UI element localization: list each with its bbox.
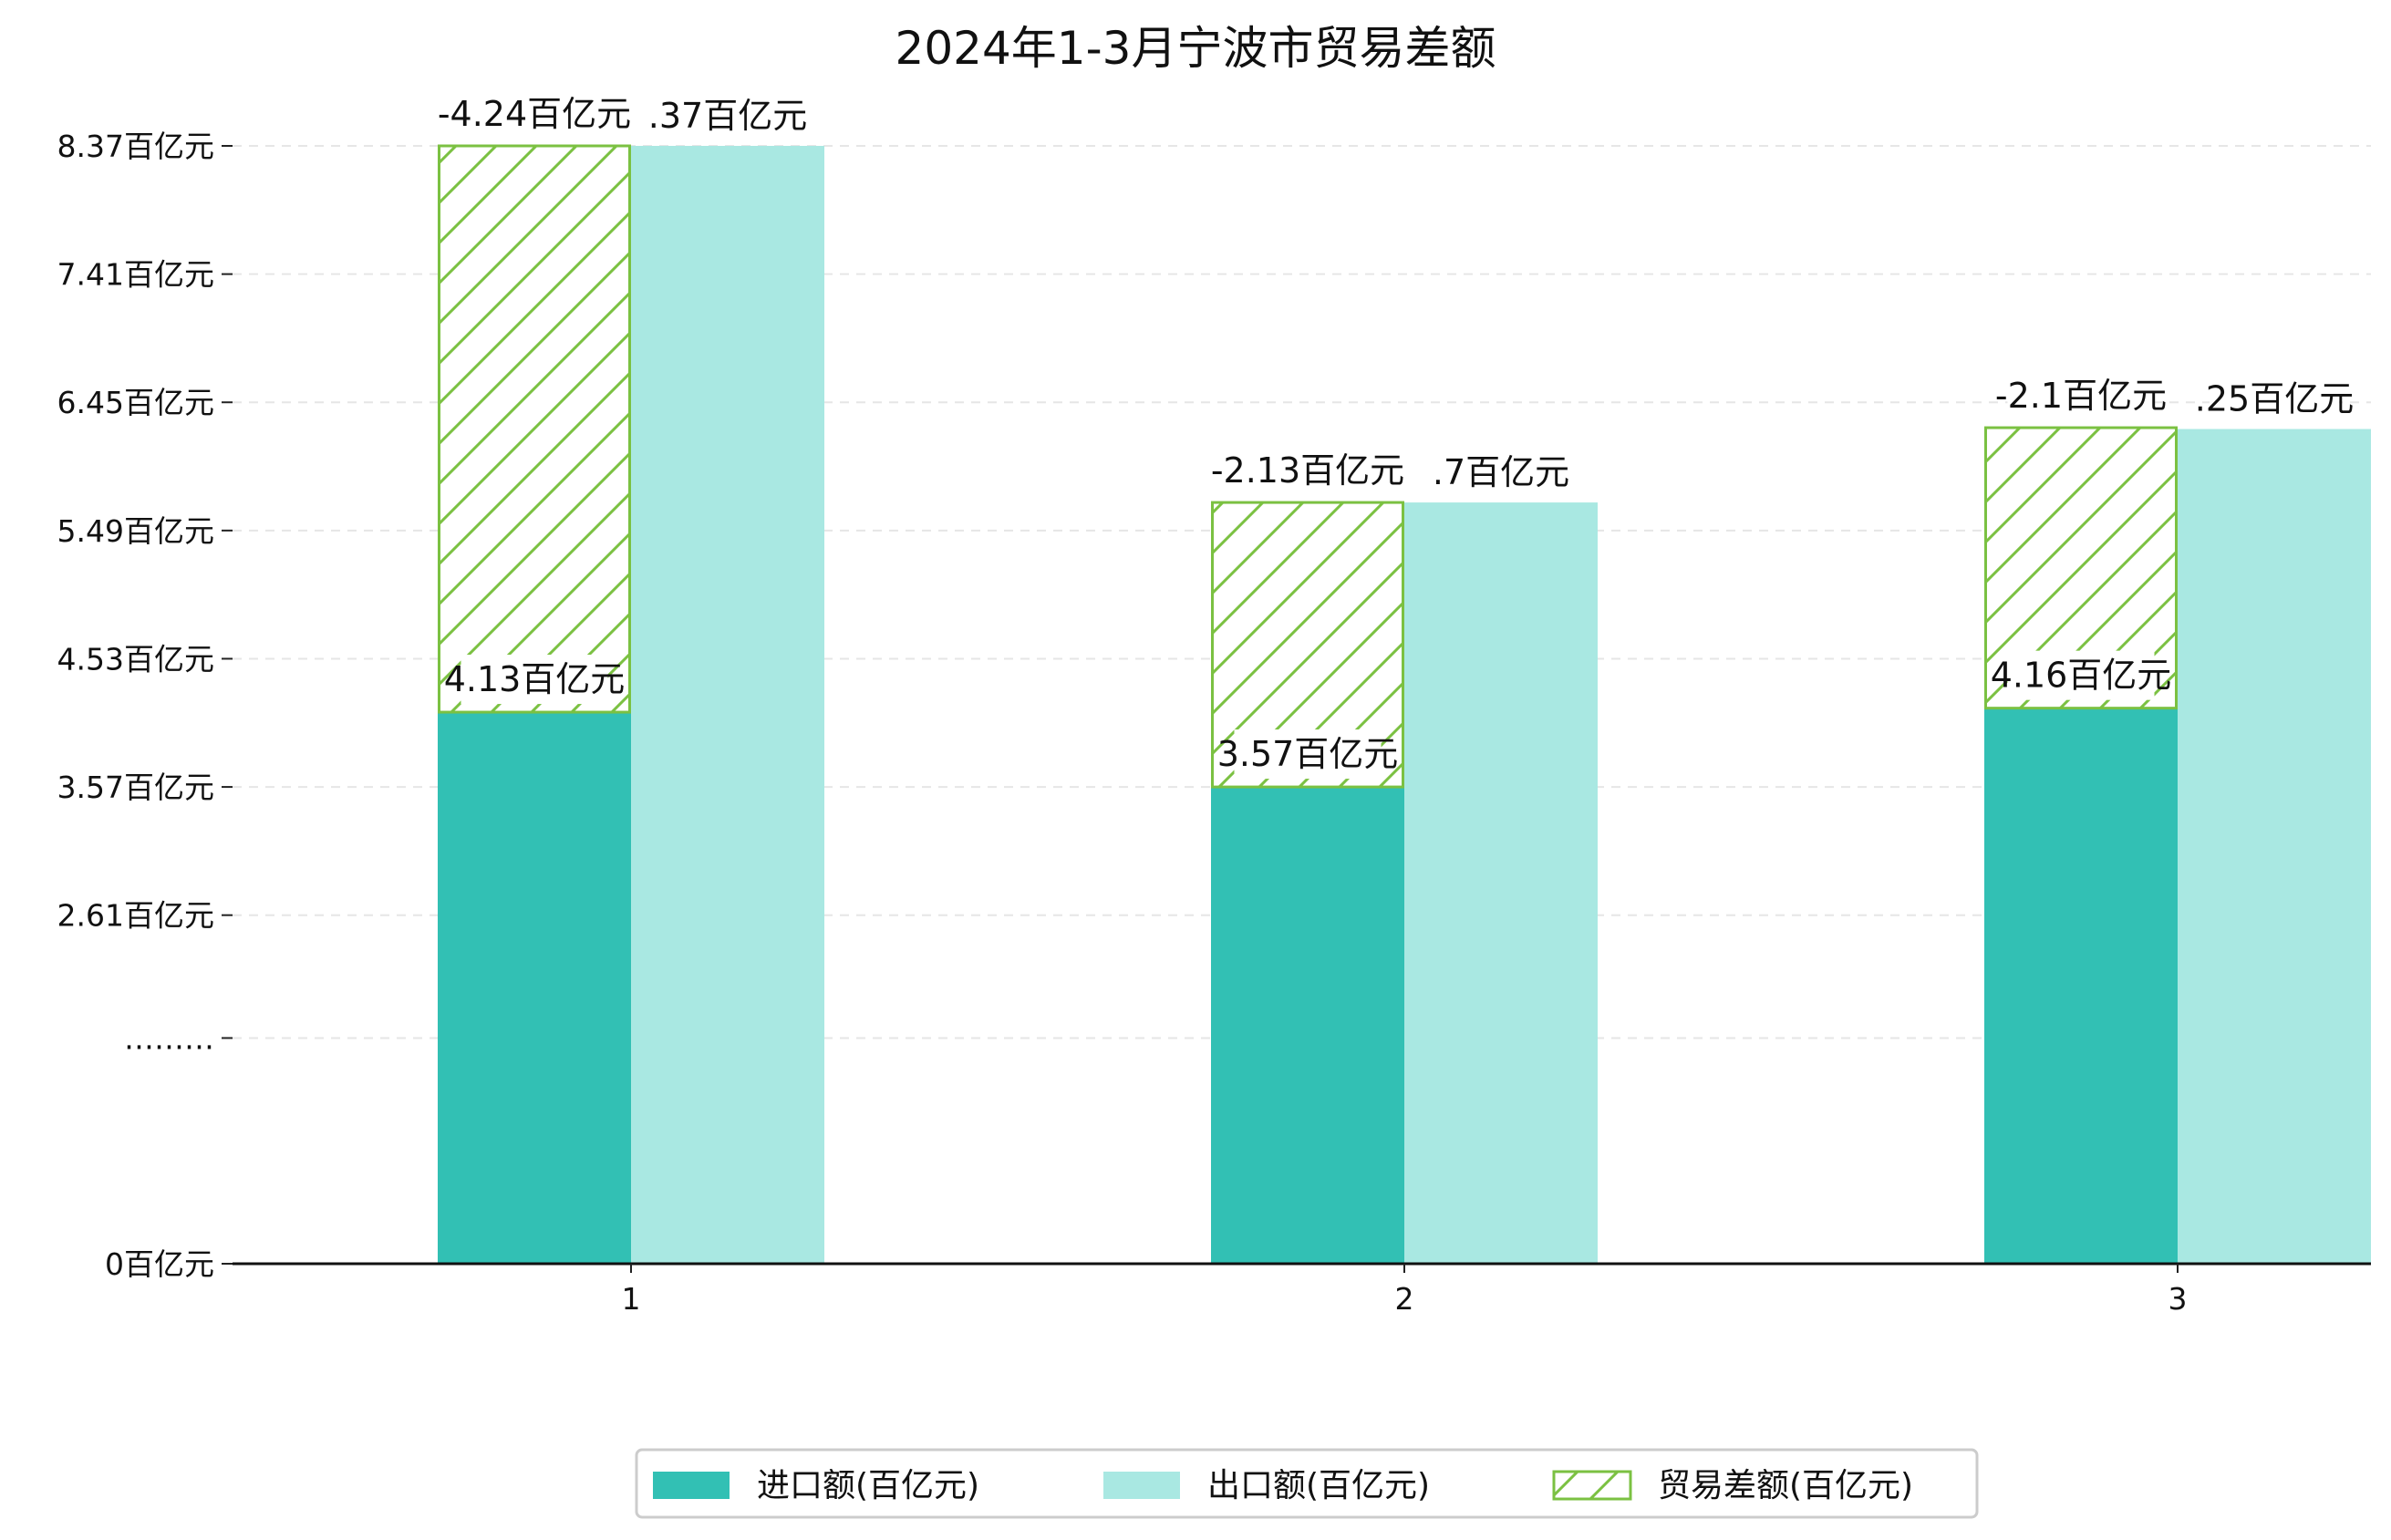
legend-trade-balance: 贸易差额(百亿元) [1552, 1467, 1913, 1504]
trade-balance-value-label: -2.1百亿元 [1995, 371, 2167, 421]
import-value-label: 4.16百亿元 [1991, 650, 2172, 700]
export-bar [631, 146, 824, 1264]
y-tick-label: 2.61百亿元 [57, 898, 214, 934]
y-tick-label: 0百亿元 [105, 1246, 214, 1282]
chart-title: 2024年1-3月宁波市贸易差额 [895, 22, 1496, 75]
import-value-label-text: 4.13百亿元 [444, 659, 626, 699]
import-bar [1984, 708, 2178, 1264]
y-tick-label: 4.53百亿元 [57, 641, 214, 677]
y-tick-label: ……… [124, 1020, 214, 1056]
bars [438, 144, 2371, 1264]
data-label-bg [2007, 371, 2155, 421]
export-value-label: .7百亿元 [1433, 448, 1569, 498]
legend-box: 进口额(百亿元) 出口额(百亿元) 贸易差额(百亿元) [635, 1448, 1979, 1519]
export-value-label-text: .37百亿元 [648, 96, 807, 136]
legend-export-swatch [1103, 1472, 1180, 1499]
trade-balance-value-label-text: -2.13百亿元 [1211, 450, 1404, 491]
export-value-label-text: .7百亿元 [1433, 452, 1569, 492]
legend-trade-balance-swatch [1552, 1470, 1632, 1501]
legend-export-label: 出口额(百亿元) [1207, 1467, 1430, 1504]
export-bar [2178, 429, 2371, 1264]
import-value-label-text: 4.16百亿元 [1991, 656, 2172, 696]
data-label-bg [461, 655, 608, 705]
data-labels: 4.13百亿元 .37百亿元 -4.24百亿元 3.57百亿元 .7百亿元 -2.13百亿… [438, 89, 2354, 780]
trade-balance-bar [438, 144, 631, 714]
legend-export: 出口额(百亿元) [1103, 1467, 1430, 1504]
legend: 进口额(百亿元) 出口额(百亿元) 贸易差额(百亿元) [635, 1448, 1979, 1519]
data-label-bg [663, 91, 792, 140]
import-value-label-text: 3.57百亿元 [1217, 734, 1399, 774]
x-tick-label: 3 [2168, 1281, 2188, 1317]
y-tick-label: 3.57百亿元 [57, 770, 214, 805]
y-tick-label: 6.45百亿元 [57, 385, 214, 420]
legend-import: 进口额(百亿元) [653, 1467, 979, 1504]
export-value-label: .25百亿元 [2195, 374, 2354, 424]
data-label-bg [1444, 448, 1558, 498]
legend-trade-balance-label: 贸易差额(百亿元) [1658, 1467, 1913, 1504]
trade-balance-value-label-text: -2.1百亿元 [1995, 376, 2167, 416]
trade-balance-value-label: -4.24百亿元 [438, 89, 631, 139]
import-value-label: 3.57百亿元 [1217, 729, 1399, 780]
legend-import-label: 进口额(百亿元) [757, 1467, 979, 1504]
import-bar [438, 712, 631, 1264]
data-label-bg [1226, 446, 1390, 496]
export-value-label: .37百亿元 [648, 91, 807, 140]
y-tick-label: 8.37百亿元 [57, 129, 214, 164]
axes: 0百亿元 ……… 2.61百亿元 3.57百亿元 4.53百亿元 5.49百亿元 6.45百… [57, 129, 2371, 1317]
data-label-bg [452, 89, 616, 139]
x-tick-label: 2 [1395, 1281, 1414, 1317]
trade-balance-value-label: -2.13百亿元 [1211, 446, 1404, 496]
y-tick-label: 7.41百亿元 [57, 257, 214, 293]
data-label-bg [1234, 729, 1382, 780]
trade-balance-value-label-text: -4.24百亿元 [438, 94, 631, 134]
import-bar [1211, 787, 1404, 1264]
export-bar [1404, 502, 1598, 1264]
x-tick-label: 1 [622, 1281, 641, 1317]
y-tick-label: 5.49百亿元 [57, 513, 214, 549]
export-value-label-text: .25百亿元 [2195, 379, 2354, 419]
data-label-bg [2210, 374, 2339, 424]
data-label-bg [2007, 650, 2155, 700]
legend-import-swatch [653, 1472, 730, 1499]
legend-frame [635, 1448, 1979, 1519]
import-value-label: 4.13百亿元 [444, 655, 626, 705]
